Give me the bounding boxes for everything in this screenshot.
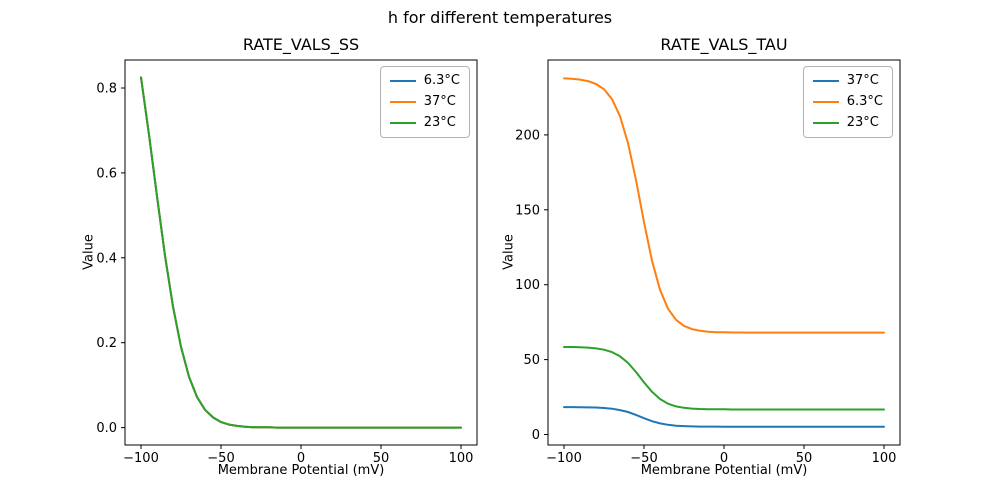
- legend-entry: 37°C: [812, 73, 883, 89]
- legend-line-swatch: [812, 101, 839, 103]
- x-axis-label-tau: Membrane Potential (mV): [640, 463, 808, 478]
- y-tick-label: 50: [523, 353, 540, 368]
- series-line-23°C: [140, 76, 462, 429]
- legend-tau: 37°C 6.3°C 23°C: [802, 66, 893, 138]
- y-tick-label: 0.2: [96, 336, 117, 351]
- legend-entry: 23°C: [389, 115, 460, 131]
- legend-entry: 6.3°C: [389, 73, 460, 89]
- subplot-ss: −100 −50 0 50 100 0.0 0.2 0.4 0.6 0.8: [96, 59, 478, 466]
- y-tick-label: 100: [515, 278, 540, 293]
- y-tick-label: 0.8: [96, 82, 117, 97]
- legend-label: 6.3°C: [423, 73, 460, 88]
- legend-entry: 6.3°C: [812, 94, 883, 110]
- legend-label: 37°C: [423, 94, 456, 109]
- subplot-title-ss: RATE_VALS_SS: [242, 35, 360, 54]
- x-tick-label: −100: [546, 451, 582, 466]
- x-axis-label-ss: Membrane Potential (mV): [217, 463, 385, 478]
- legend-line-swatch: [389, 122, 416, 124]
- legend-entry: 23°C: [812, 115, 883, 131]
- x-tick-label: −50: [630, 451, 657, 466]
- legend-line-swatch: [389, 80, 416, 82]
- x-tick-label: 100: [872, 451, 897, 466]
- series-line-23°C: [563, 346, 885, 411]
- y-tick-label: 0: [532, 428, 540, 443]
- legend-label: 23°C: [423, 115, 456, 130]
- x-tick-label: 0: [297, 451, 305, 466]
- x-tick-label: 100: [449, 451, 474, 466]
- y-tick-label: 0.6: [96, 166, 117, 181]
- legend-line-swatch: [389, 101, 416, 103]
- legend-entry: 37°C: [389, 94, 460, 110]
- legend-ss: 6.3°C 37°C 23°C: [379, 66, 470, 138]
- series-line-6.3°C: [563, 77, 885, 334]
- legend-line-swatch: [812, 80, 839, 82]
- x-tick-label: 50: [373, 451, 390, 466]
- figure-title: h for different temperatures: [387, 8, 613, 27]
- legend-label: 6.3°C: [846, 94, 883, 109]
- x-tick-label: −50: [207, 451, 234, 466]
- y-tick-label: 150: [515, 203, 540, 218]
- x-tick-label: 0: [720, 451, 728, 466]
- x-tick-label: 50: [796, 451, 813, 466]
- series-line-37°C: [563, 406, 885, 428]
- legend-line-swatch: [812, 122, 839, 124]
- y-axis-label-tau: Value: [501, 234, 517, 270]
- y-tick-label: 0.0: [96, 421, 117, 436]
- y-tick-label: 200: [515, 128, 540, 143]
- y-tick-label: 0.4: [96, 251, 117, 266]
- legend-label: 37°C: [846, 73, 879, 88]
- legend-label: 23°C: [846, 115, 879, 130]
- subplot-title-tau: RATE_VALS_TAU: [660, 35, 788, 54]
- subplot-tau: −100 −50 0 50 100 0 50 100 150 200: [515, 59, 901, 466]
- y-axis-label-ss: Value: [81, 234, 97, 270]
- x-tick-label: −100: [123, 451, 159, 466]
